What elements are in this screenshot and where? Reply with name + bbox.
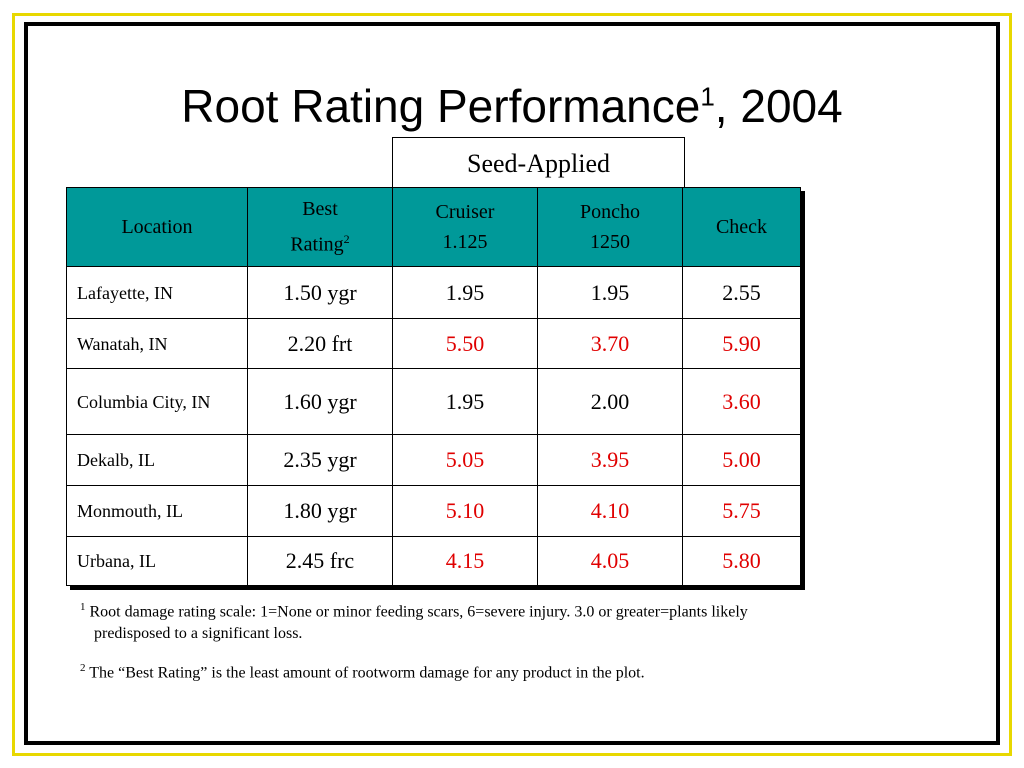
cell-check: 5.80 [682, 536, 801, 586]
footnote-1-marker: 1 [80, 601, 86, 613]
cell-location: Dekalb, IL [66, 434, 248, 486]
header-poncho: Poncho 1250 [537, 187, 683, 267]
table-header-row: Location Best Rating2 Cruiser 1.125 Poncho… [66, 187, 801, 267]
footnote-1: 1 Root damage rating scale: 1=None or mi… [80, 596, 940, 645]
root-rating-table: Location Best Rating2 Cruiser 1.125 Poncho… [66, 187, 801, 586]
footnote-1-continuation: predisposed to a significant loss. [94, 625, 303, 643]
cell-check: 5.00 [682, 434, 801, 486]
outer-yellow-border [12, 13, 1012, 756]
cell-poncho: 4.10 [537, 485, 683, 537]
slide-title: Root Rating Performance1, 2004 [0, 76, 1024, 136]
table-row: Monmouth, IL 1.80 ygr 5.10 4.10 5.75 [66, 485, 801, 537]
cell-check: 5.75 [682, 485, 801, 537]
cell-best: 2.20 frt [247, 318, 393, 369]
cell-check: 2.55 [682, 266, 801, 319]
table-row: Urbana, IL 2.45 frc 4.15 4.05 5.80 [66, 536, 801, 586]
table-row: Wanatah, IN 2.20 frt 5.50 3.70 5.90 [66, 318, 801, 369]
cell-cruiser: 5.10 [392, 485, 538, 537]
table-row: Columbia City, IN 1.60 ygr 1.95 2.00 3.6… [66, 368, 801, 435]
header-location: Location [66, 187, 248, 267]
cell-poncho: 3.70 [537, 318, 683, 369]
cell-cruiser: 5.05 [392, 434, 538, 486]
cell-cruiser: 4.15 [392, 536, 538, 586]
header-check: Check [682, 187, 801, 267]
cell-location: Wanatah, IN [66, 318, 248, 369]
cell-best: 1.50 ygr [247, 266, 393, 319]
table-row: Dekalb, IL 2.35 ygr 5.05 3.95 5.00 [66, 434, 801, 486]
cell-location: Urbana, IL [66, 536, 248, 586]
cell-cruiser: 1.95 [392, 368, 538, 435]
cell-best: 1.60 ygr [247, 368, 393, 435]
footnote-2: 2 The “Best Rating” is the least amount … [80, 657, 940, 684]
title-text: Root Rating Performance [181, 80, 701, 132]
cell-location: Monmouth, IL [66, 485, 248, 537]
inner-black-border [24, 22, 1000, 745]
cell-cruiser: 1.95 [392, 266, 538, 319]
cell-location: Lafayette, IN [66, 266, 248, 319]
cell-location: Columbia City, IN [66, 368, 248, 435]
cell-poncho: 4.05 [537, 536, 683, 586]
table-row: Lafayette, IN 1.50 ygr 1.95 1.95 2.55 [66, 266, 801, 319]
cell-best: 2.45 frc [247, 536, 393, 586]
footnote-2-text: The “Best Rating” is the least amount of… [85, 664, 645, 682]
footnote-1-text: Root damage rating scale: 1=None or mino… [85, 603, 748, 621]
seed-applied-header: Seed-Applied [392, 137, 685, 189]
cell-poncho: 2.00 [537, 368, 683, 435]
cell-best: 1.80 ygr [247, 485, 393, 537]
header-cruiser: Cruiser 1.125 [392, 187, 538, 267]
footnotes: 1 Root damage rating scale: 1=None or mi… [80, 596, 940, 685]
cell-cruiser: 5.50 [392, 318, 538, 369]
title-footnote-marker: 1 [700, 81, 715, 112]
cell-poncho: 1.95 [537, 266, 683, 319]
cell-best: 2.35 ygr [247, 434, 393, 486]
title-year: , 2004 [714, 80, 843, 132]
footnote-2-marker: 2 [80, 662, 86, 675]
header-best-rating: Best Rating2 [247, 187, 393, 267]
cell-poncho: 3.95 [537, 434, 683, 486]
cell-check: 3.60 [682, 368, 801, 435]
cell-check: 5.90 [682, 318, 801, 369]
